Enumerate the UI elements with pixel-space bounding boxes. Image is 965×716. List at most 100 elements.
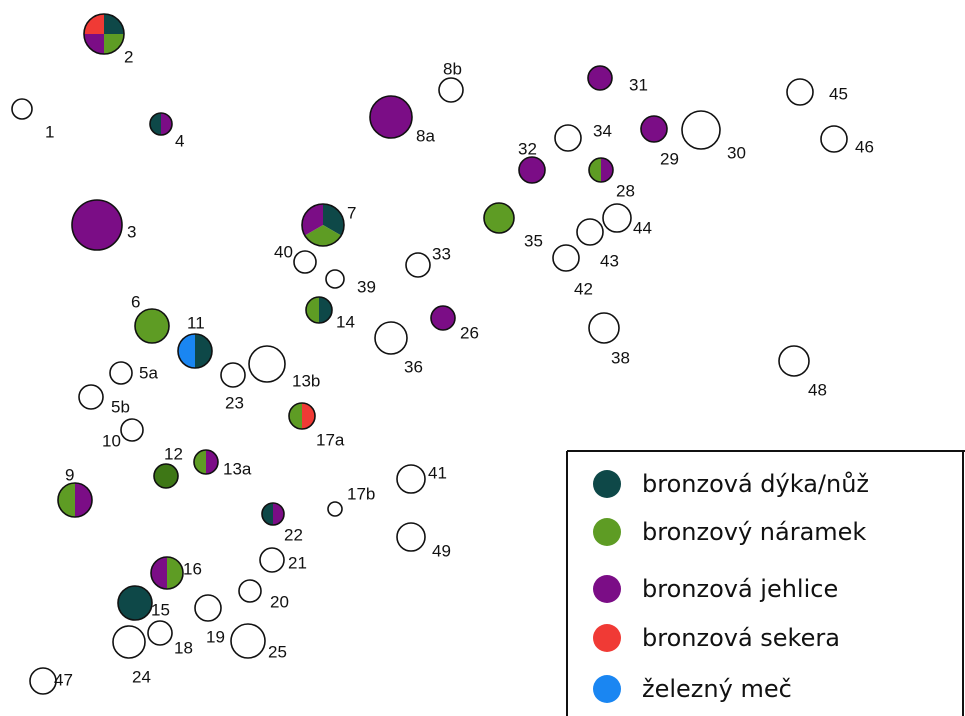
grave-empty-marker <box>78 384 104 410</box>
grave-4: 4 <box>149 112 184 150</box>
grave-find-bracelet <box>134 308 170 344</box>
grave-find-dagger <box>262 503 273 525</box>
legend-swatch <box>593 624 621 652</box>
grave-empty-marker <box>820 125 848 153</box>
grave-label: 21 <box>288 553 307 572</box>
grave-label: 15 <box>151 600 170 619</box>
grave-label: 11 <box>187 313 205 332</box>
legend-label: železný meč <box>642 675 792 703</box>
grave-label: 33 <box>432 244 451 263</box>
grave-label: 42 <box>574 279 593 298</box>
grave-31: 31 <box>587 65 648 94</box>
grave-find-bracelet <box>194 450 206 474</box>
grave-empty-marker <box>554 124 582 152</box>
grave-find-axe <box>302 403 315 429</box>
grave-18: 18 <box>147 620 193 657</box>
grave-empty-marker <box>778 345 810 377</box>
grave-label: 10 <box>102 431 121 450</box>
grave-6: 6 <box>131 292 170 344</box>
grave-34: 34 <box>554 121 612 152</box>
grave-find-bracelet <box>289 403 302 429</box>
grave-label: 28 <box>616 181 635 200</box>
grave-20: 20 <box>238 579 289 611</box>
grave-find-pin <box>273 503 284 525</box>
grave-label: 26 <box>460 323 479 342</box>
grave-48: 48 <box>778 345 827 399</box>
grave-empty-marker <box>576 218 604 246</box>
grave-label: 31 <box>629 75 648 94</box>
grave-label: 47 <box>54 670 73 689</box>
grave-38: 38 <box>588 312 630 367</box>
grave-outline <box>150 556 184 590</box>
grave-find-pin <box>151 557 167 589</box>
grave-35: 35 <box>483 202 543 250</box>
grave-26: 26 <box>430 305 479 342</box>
grave-9: 9 <box>57 465 93 518</box>
grave-label: 1 <box>45 122 54 141</box>
grave-5b: 5b <box>78 384 130 416</box>
grave-find-pin <box>71 199 123 251</box>
grave-label: 35 <box>524 231 543 250</box>
grave-outline <box>177 333 213 369</box>
grave-outline <box>83 13 125 55</box>
grave-find-bracelet <box>306 297 319 323</box>
grave-find-bracelet <box>589 158 601 182</box>
grave-28: 28 <box>588 157 635 200</box>
grave-24: 24 <box>112 625 151 686</box>
grave-2: 2 <box>83 13 133 66</box>
grave-label: 16 <box>183 559 202 578</box>
grave-label: 4 <box>175 131 184 150</box>
grave-label: 34 <box>593 121 612 140</box>
grave-7: 7 <box>301 203 356 247</box>
grave-empty-marker <box>374 321 408 355</box>
grave-label: 5b <box>111 397 130 416</box>
grave-empty-marker <box>588 312 620 344</box>
grave-label: 23 <box>225 393 244 412</box>
grave-17a: 17a <box>288 402 345 449</box>
grave-outline <box>301 203 345 247</box>
grave-44: 44 <box>602 203 652 237</box>
grave-empty-marker <box>327 501 343 517</box>
grave-find-dagger <box>319 297 332 323</box>
grave-1: 1 <box>11 98 54 141</box>
grave-label: 41 <box>428 463 447 482</box>
grave-find-sword <box>178 334 195 368</box>
grave-outline <box>149 112 173 136</box>
grave-find-pin <box>161 113 172 135</box>
grave-label: 20 <box>270 592 289 611</box>
grave-find-pin <box>640 115 668 143</box>
grave-12: 12 <box>153 444 183 489</box>
grave-label: 3 <box>127 222 136 241</box>
legend-item-pin: bronzová jehlice <box>593 575 838 603</box>
grave-empty-marker <box>681 110 721 150</box>
grave-43: 43 <box>576 218 619 270</box>
grave-empty-marker <box>786 78 814 106</box>
grave-find-pin <box>84 34 104 54</box>
grave-label: 32 <box>518 139 537 158</box>
grave-32: 32 <box>518 139 546 184</box>
grave-42: 42 <box>552 244 593 298</box>
grave-empty-marker <box>396 522 426 552</box>
grave-label: 30 <box>727 143 746 162</box>
grave-empty-marker <box>120 418 144 442</box>
grave-empty-marker <box>194 594 222 622</box>
grave-label: 9 <box>65 465 74 484</box>
legend-label: bronzová sekera <box>642 624 840 652</box>
legend-swatch <box>593 575 621 603</box>
grave-label: 8b <box>443 59 462 78</box>
grave-empty-marker <box>29 667 57 695</box>
grave-empty-marker <box>325 269 345 289</box>
legend: bronzová dýka/nůž bronzový náramek bronzov… <box>566 450 965 716</box>
grave-36: 36 <box>374 321 423 376</box>
legend-label: bronzová dýka/nůž <box>642 470 869 498</box>
grave-find-bracelet <box>483 202 515 234</box>
grave-10: 10 <box>102 418 144 450</box>
grave-find-pin <box>518 156 546 184</box>
grave-21: 21 <box>259 547 307 573</box>
grave-15: 15 <box>117 585 170 621</box>
grave-16: 16 <box>150 556 202 590</box>
grave-outline <box>193 449 219 475</box>
grave-outline <box>288 402 316 430</box>
grave-empty-marker <box>248 345 286 383</box>
grave-find-pin <box>75 483 92 517</box>
